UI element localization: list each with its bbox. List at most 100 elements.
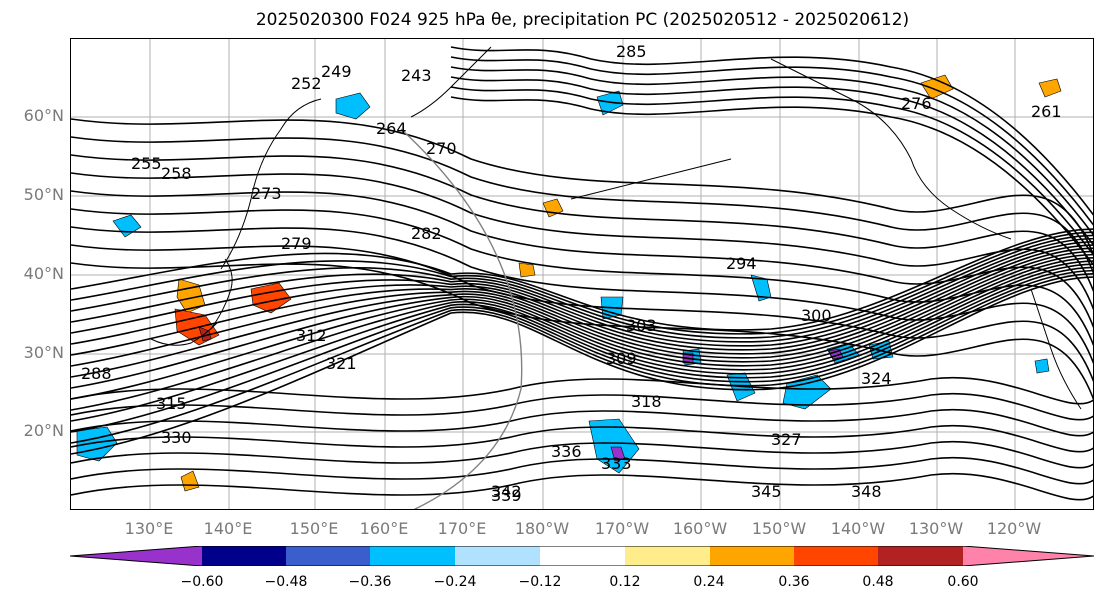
contour-label: 252 (291, 74, 322, 93)
contour-line (71, 253, 1093, 378)
lon-label: 170°W (594, 519, 650, 538)
contour-line (71, 118, 1093, 257)
lon-label: 170°E (437, 519, 487, 538)
contour-label: 339 (491, 486, 522, 505)
colorbar-tick: −0.36 (348, 574, 392, 590)
contour-line (71, 136, 1093, 275)
contour-label: 303 (626, 316, 657, 335)
colorbar-tick: 0.24 (693, 574, 725, 590)
contour-label: 294 (726, 254, 757, 273)
precipitation-shading (76, 74, 1062, 492)
lat-label: 60°N (23, 106, 64, 125)
contour-line (71, 228, 1093, 331)
contour-line (71, 408, 1093, 437)
contour-line (71, 231, 1093, 335)
map-panel: 252 249 243 258 255 264 270 273 279 282 285 288 294 3… (70, 38, 1094, 510)
contour-line (71, 276, 1093, 455)
contour-label: 324 (861, 369, 892, 388)
lat-label: 30°N (23, 343, 64, 362)
coastlines (150, 46, 1082, 410)
contour-line (71, 241, 1093, 347)
contour-line (71, 260, 1093, 400)
colorbar-segment (286, 546, 370, 566)
lon-label: 140°W (830, 519, 886, 538)
contour-label: 276 (901, 94, 932, 113)
contour-line (71, 376, 1093, 405)
contour-line (71, 424, 1093, 453)
map-title: 2025020300 F024 925 hPa θe, precipitatio… (255, 10, 910, 30)
lon-label: 130°W (908, 519, 964, 538)
contour-label: 270 (426, 139, 457, 158)
colorbar-segment (370, 546, 455, 566)
lat-label: 20°N (23, 421, 64, 440)
contour-line (71, 208, 1093, 347)
contour-label: 333 (601, 454, 632, 473)
colorbar-tick: 0.48 (862, 574, 894, 590)
lon-label: 180°W (514, 519, 570, 538)
contour-line (71, 269, 1093, 433)
colorbar-segment (70, 546, 202, 566)
lat-label: 40°N (23, 264, 64, 283)
colorbar-segment (710, 546, 794, 566)
contour-label: 285 (616, 42, 647, 61)
colorbar-segment (455, 546, 540, 566)
contour-label: 309 (606, 349, 637, 368)
contour-label: 300 (801, 306, 832, 325)
colorbar (70, 546, 1094, 566)
contour-line (450, 66, 1093, 236)
colorbar-tick: −0.24 (433, 574, 477, 590)
contour-line (71, 257, 1093, 389)
contour-line (450, 56, 1093, 226)
colorbar-tick: 0.36 (778, 574, 810, 590)
lon-label: 150°W (751, 519, 807, 538)
contour-line (71, 263, 1093, 411)
colorbar-segment (540, 546, 625, 566)
contour-label: 243 (401, 66, 432, 85)
contour-label: 321 (326, 354, 357, 373)
lon-label: 120°W (986, 519, 1042, 538)
contour-label: 255 (131, 154, 162, 173)
contour-line (71, 392, 1093, 421)
contour-label: 264 (376, 119, 407, 138)
contour-line (71, 237, 1093, 343)
colorbar-tick: 0.60 (947, 574, 979, 590)
contour-label: 312 (296, 326, 327, 345)
contour-label: 345 (751, 482, 782, 501)
contour-label: 258 (161, 164, 192, 183)
contour-line (71, 440, 1093, 469)
contour-label: 342 (491, 482, 522, 501)
contour-line (71, 244, 1093, 383)
contour-line (71, 226, 1093, 365)
contour-label: 279 (281, 234, 312, 253)
colorbar-tick: −0.60 (180, 574, 224, 590)
contour-line (71, 273, 1093, 444)
lon-label: 140°E (203, 519, 253, 538)
contour-line (71, 262, 1093, 401)
contour-line (71, 472, 1093, 501)
contour-line (71, 456, 1093, 485)
lat-label: 50°N (23, 185, 64, 204)
contour-line (71, 172, 1093, 311)
colorbar-segment (794, 546, 878, 566)
contour-label: 348 (851, 482, 882, 501)
lon-label: 150°E (289, 519, 339, 538)
contour-line (450, 86, 1093, 256)
contour-line (71, 244, 1093, 351)
contour-line (450, 96, 1093, 266)
contour-label: 327 (771, 430, 802, 449)
contour-label: 336 (551, 442, 582, 461)
contour-line (71, 247, 1093, 356)
contour-line (71, 190, 1093, 329)
theta-e-contours (71, 46, 1093, 501)
contour-label: 318 (631, 392, 662, 411)
contour-label: 315 (156, 394, 187, 413)
colorbar-segment (878, 546, 963, 566)
contour-label: 249 (321, 62, 352, 81)
contour-label: 261 (1031, 102, 1062, 121)
lon-label: 160°W (672, 519, 728, 538)
colorbar-segment (202, 546, 286, 566)
graticule (71, 39, 1093, 509)
lon-label: 160°E (359, 519, 409, 538)
contour-line (71, 250, 1093, 367)
